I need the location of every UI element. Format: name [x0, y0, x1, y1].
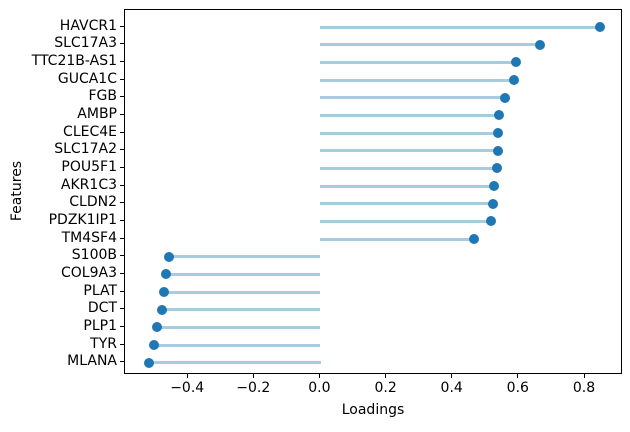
x-tick-label-−0.2: −0.2	[236, 380, 271, 396]
stem-PLP1	[157, 325, 321, 329]
y-tick-label-DCT: DCT	[87, 300, 117, 317]
stem-TTC21B-AS1	[320, 60, 516, 64]
stem-HAVCR1	[320, 25, 601, 29]
y-tick-label-MLANA: MLANA	[67, 353, 117, 370]
stem-PLAT	[164, 290, 321, 294]
stem-MLANA	[148, 361, 321, 365]
marker-PDZK1IP1	[485, 216, 496, 227]
marker-COL9A3	[161, 269, 172, 280]
y-tick-mark-AKR1C3	[120, 184, 124, 186]
y-tick-label-AMBP: AMBP	[77, 105, 117, 122]
y-tick-label-TM4SF4: TM4SF4	[61, 229, 117, 246]
marker-FGB	[499, 92, 510, 103]
y-tick-label-CLDN2: CLDN2	[69, 194, 117, 211]
y-tick-label-CLEC4E: CLEC4E	[63, 123, 117, 140]
x-tick-mark-0.2	[385, 374, 387, 378]
x-tick-label-−0.4: −0.4	[170, 380, 205, 396]
stem-AMBP	[320, 113, 499, 117]
y-tick-mark-PDZK1IP1	[120, 219, 124, 221]
stem-CLDN2	[320, 202, 493, 206]
marker-MLANA	[143, 357, 154, 368]
x-tick-label-0.8: 0.8	[572, 380, 596, 396]
y-tick-mark-CLDN2	[120, 202, 124, 204]
stem-SLC17A2	[320, 149, 498, 153]
marker-S100B	[163, 251, 174, 262]
marker-AKR1C3	[489, 181, 499, 191]
marker-GUCA1C	[508, 75, 519, 85]
y-tick-label-TTC21B-AS1: TTC21B-AS1	[31, 52, 117, 69]
stem-PDZK1IP1	[320, 219, 491, 223]
marker-AMBP	[493, 110, 504, 121]
y-tick-mark-TM4SF4	[120, 237, 124, 239]
y-tick-label-SLC17A2: SLC17A2	[54, 141, 117, 158]
x-tick-label-0.0: 0.0	[308, 380, 331, 396]
y-tick-mark-SLC17A3	[120, 43, 124, 45]
y-tick-mark-FGB	[120, 96, 124, 98]
x-tick-label-0.2: 0.2	[374, 380, 397, 396]
y-tick-mark-PLP1	[120, 325, 124, 327]
stem-S100B	[168, 255, 321, 259]
y-tick-label-POU5F1: POU5F1	[61, 158, 117, 175]
y-tick-label-HAVCR1: HAVCR1	[59, 17, 117, 34]
stem-FGB	[320, 96, 505, 100]
stem-GUCA1C	[320, 78, 514, 82]
marker-HAVCR1	[595, 22, 606, 32]
y-tick-label-PLAT: PLAT	[83, 282, 117, 299]
x-tick-mark-0.0	[318, 374, 320, 378]
y-tick-mark-S100B	[120, 255, 124, 257]
x-tick-label-0.6: 0.6	[506, 380, 529, 396]
y-tick-mark-MLANA	[120, 361, 124, 363]
y-tick-mark-SLC17A2	[120, 149, 124, 151]
y-tick-mark-COL9A3	[120, 272, 124, 274]
marker-SLC17A2	[493, 145, 503, 156]
y-tick-label-FGB: FGB	[88, 88, 117, 105]
y-tick-label-PDZK1IP1: PDZK1IP1	[48, 211, 117, 228]
x-tick-mark-−0.2	[252, 374, 254, 378]
marker-PLAT	[159, 287, 170, 298]
x-tick-mark-0.4	[451, 374, 453, 378]
stem-CLEC4E	[320, 131, 498, 135]
marker-CLDN2	[488, 198, 498, 209]
y-tick-label-AKR1C3: AKR1C3	[60, 176, 117, 193]
y-tick-label-COL9A3: COL9A3	[61, 264, 117, 281]
x-tick-label-0.4: 0.4	[440, 380, 463, 396]
marker-TYR	[149, 340, 160, 351]
y-tick-label-S100B: S100B	[71, 247, 117, 264]
stem-DCT	[162, 308, 321, 312]
marker-SLC17A3	[535, 39, 546, 50]
y-tick-label-GUCA1C: GUCA1C	[57, 70, 117, 87]
marker-PLP1	[152, 322, 163, 333]
stem-COL9A3	[166, 272, 321, 276]
y-tick-mark-PLAT	[120, 290, 124, 292]
stem-TYR	[154, 343, 321, 347]
y-tick-mark-AMBP	[120, 113, 124, 115]
y-tick-mark-GUCA1C	[120, 78, 124, 80]
y-tick-mark-TTC21B-AS1	[120, 60, 124, 62]
marker-POU5F1	[492, 163, 503, 174]
marker-CLEC4E	[493, 128, 503, 138]
stem-TM4SF4	[320, 237, 474, 241]
y-tick-mark-HAVCR1	[120, 25, 124, 27]
stem-POU5F1	[320, 166, 498, 170]
y-tick-mark-POU5F1	[120, 166, 124, 168]
y-tick-label-SLC17A3: SLC17A3	[54, 35, 117, 52]
y-tick-mark-CLEC4E	[120, 131, 124, 133]
y-tick-mark-DCT	[120, 308, 124, 310]
plot-area	[124, 9, 622, 374]
x-tick-mark-0.6	[517, 374, 519, 378]
stem-AKR1C3	[320, 184, 494, 188]
marker-DCT	[157, 304, 168, 315]
marker-TTC21B-AS1	[510, 57, 521, 68]
marker-TM4SF4	[468, 234, 479, 244]
y-tick-mark-TYR	[120, 343, 124, 345]
stem-SLC17A3	[320, 43, 541, 47]
y-tick-label-TYR: TYR	[90, 335, 117, 352]
y-tick-label-PLP1: PLP1	[83, 317, 117, 334]
x-tick-mark-−0.4	[186, 374, 188, 378]
x-tick-mark-0.8	[583, 374, 585, 378]
x-axis-title: Loadings	[341, 402, 405, 418]
